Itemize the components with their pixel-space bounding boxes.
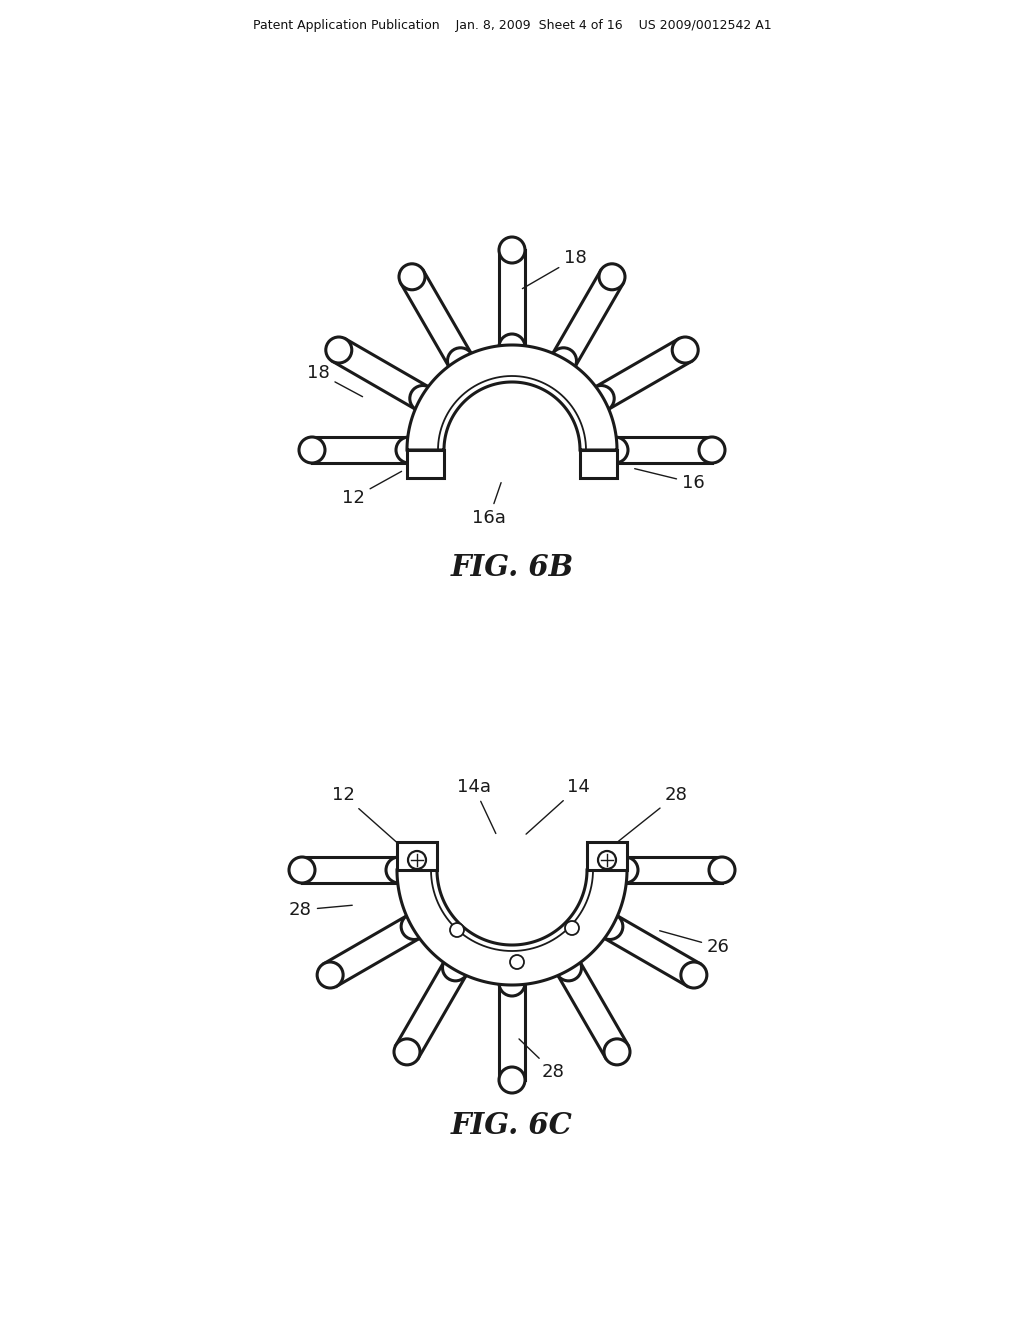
Circle shape <box>289 857 315 883</box>
Polygon shape <box>333 339 429 409</box>
Polygon shape <box>595 339 691 409</box>
Circle shape <box>672 337 698 363</box>
Polygon shape <box>603 915 700 986</box>
Text: 16a: 16a <box>472 483 506 527</box>
Polygon shape <box>397 842 437 870</box>
Circle shape <box>396 437 422 463</box>
Circle shape <box>598 851 616 869</box>
Text: 28: 28 <box>617 785 688 842</box>
Circle shape <box>499 1067 525 1093</box>
Polygon shape <box>407 450 444 478</box>
Text: 18: 18 <box>307 364 362 397</box>
Polygon shape <box>587 842 627 870</box>
Circle shape <box>317 962 343 987</box>
Circle shape <box>401 913 427 940</box>
Circle shape <box>612 857 638 883</box>
Circle shape <box>386 857 412 883</box>
Text: 28: 28 <box>519 1039 565 1081</box>
Text: 26: 26 <box>659 931 730 956</box>
Circle shape <box>600 855 614 869</box>
Circle shape <box>499 970 525 997</box>
Polygon shape <box>499 983 525 1080</box>
Text: 14: 14 <box>526 777 590 834</box>
Circle shape <box>555 954 582 981</box>
Circle shape <box>410 855 424 869</box>
Circle shape <box>709 857 735 883</box>
Circle shape <box>408 851 426 869</box>
Polygon shape <box>302 857 399 883</box>
Circle shape <box>602 437 628 463</box>
Circle shape <box>599 264 625 290</box>
Circle shape <box>499 334 525 360</box>
Polygon shape <box>499 249 525 347</box>
Circle shape <box>442 954 469 981</box>
Circle shape <box>551 347 577 374</box>
Text: Patent Application Publication    Jan. 8, 2009  Sheet 4 of 16    US 2009/0012542: Patent Application Publication Jan. 8, 2… <box>253 18 771 32</box>
Circle shape <box>447 347 473 374</box>
Text: 14a: 14a <box>457 777 496 833</box>
Text: 18: 18 <box>522 249 587 289</box>
Circle shape <box>299 437 325 463</box>
Polygon shape <box>395 961 467 1059</box>
Circle shape <box>450 923 464 937</box>
Polygon shape <box>397 870 627 985</box>
Text: 12: 12 <box>342 471 401 507</box>
Text: FIG. 6B: FIG. 6B <box>451 553 573 582</box>
Circle shape <box>699 437 725 463</box>
Text: 16: 16 <box>635 469 705 492</box>
Polygon shape <box>580 450 617 478</box>
Circle shape <box>681 962 707 987</box>
Text: FIG. 6C: FIG. 6C <box>452 1110 572 1139</box>
Circle shape <box>604 1039 630 1065</box>
Circle shape <box>410 385 436 412</box>
Circle shape <box>565 921 579 935</box>
Polygon shape <box>557 961 629 1059</box>
Polygon shape <box>400 271 472 367</box>
Polygon shape <box>615 437 712 463</box>
Circle shape <box>326 337 352 363</box>
Polygon shape <box>552 271 624 367</box>
Circle shape <box>597 913 623 940</box>
Polygon shape <box>625 857 722 883</box>
Text: 12: 12 <box>332 785 400 845</box>
Circle shape <box>588 385 614 412</box>
Circle shape <box>499 238 525 263</box>
Text: 28: 28 <box>289 902 352 919</box>
Polygon shape <box>312 437 409 463</box>
Polygon shape <box>407 345 617 450</box>
Circle shape <box>399 264 425 290</box>
Polygon shape <box>324 915 421 986</box>
Circle shape <box>510 954 524 969</box>
Circle shape <box>394 1039 420 1065</box>
